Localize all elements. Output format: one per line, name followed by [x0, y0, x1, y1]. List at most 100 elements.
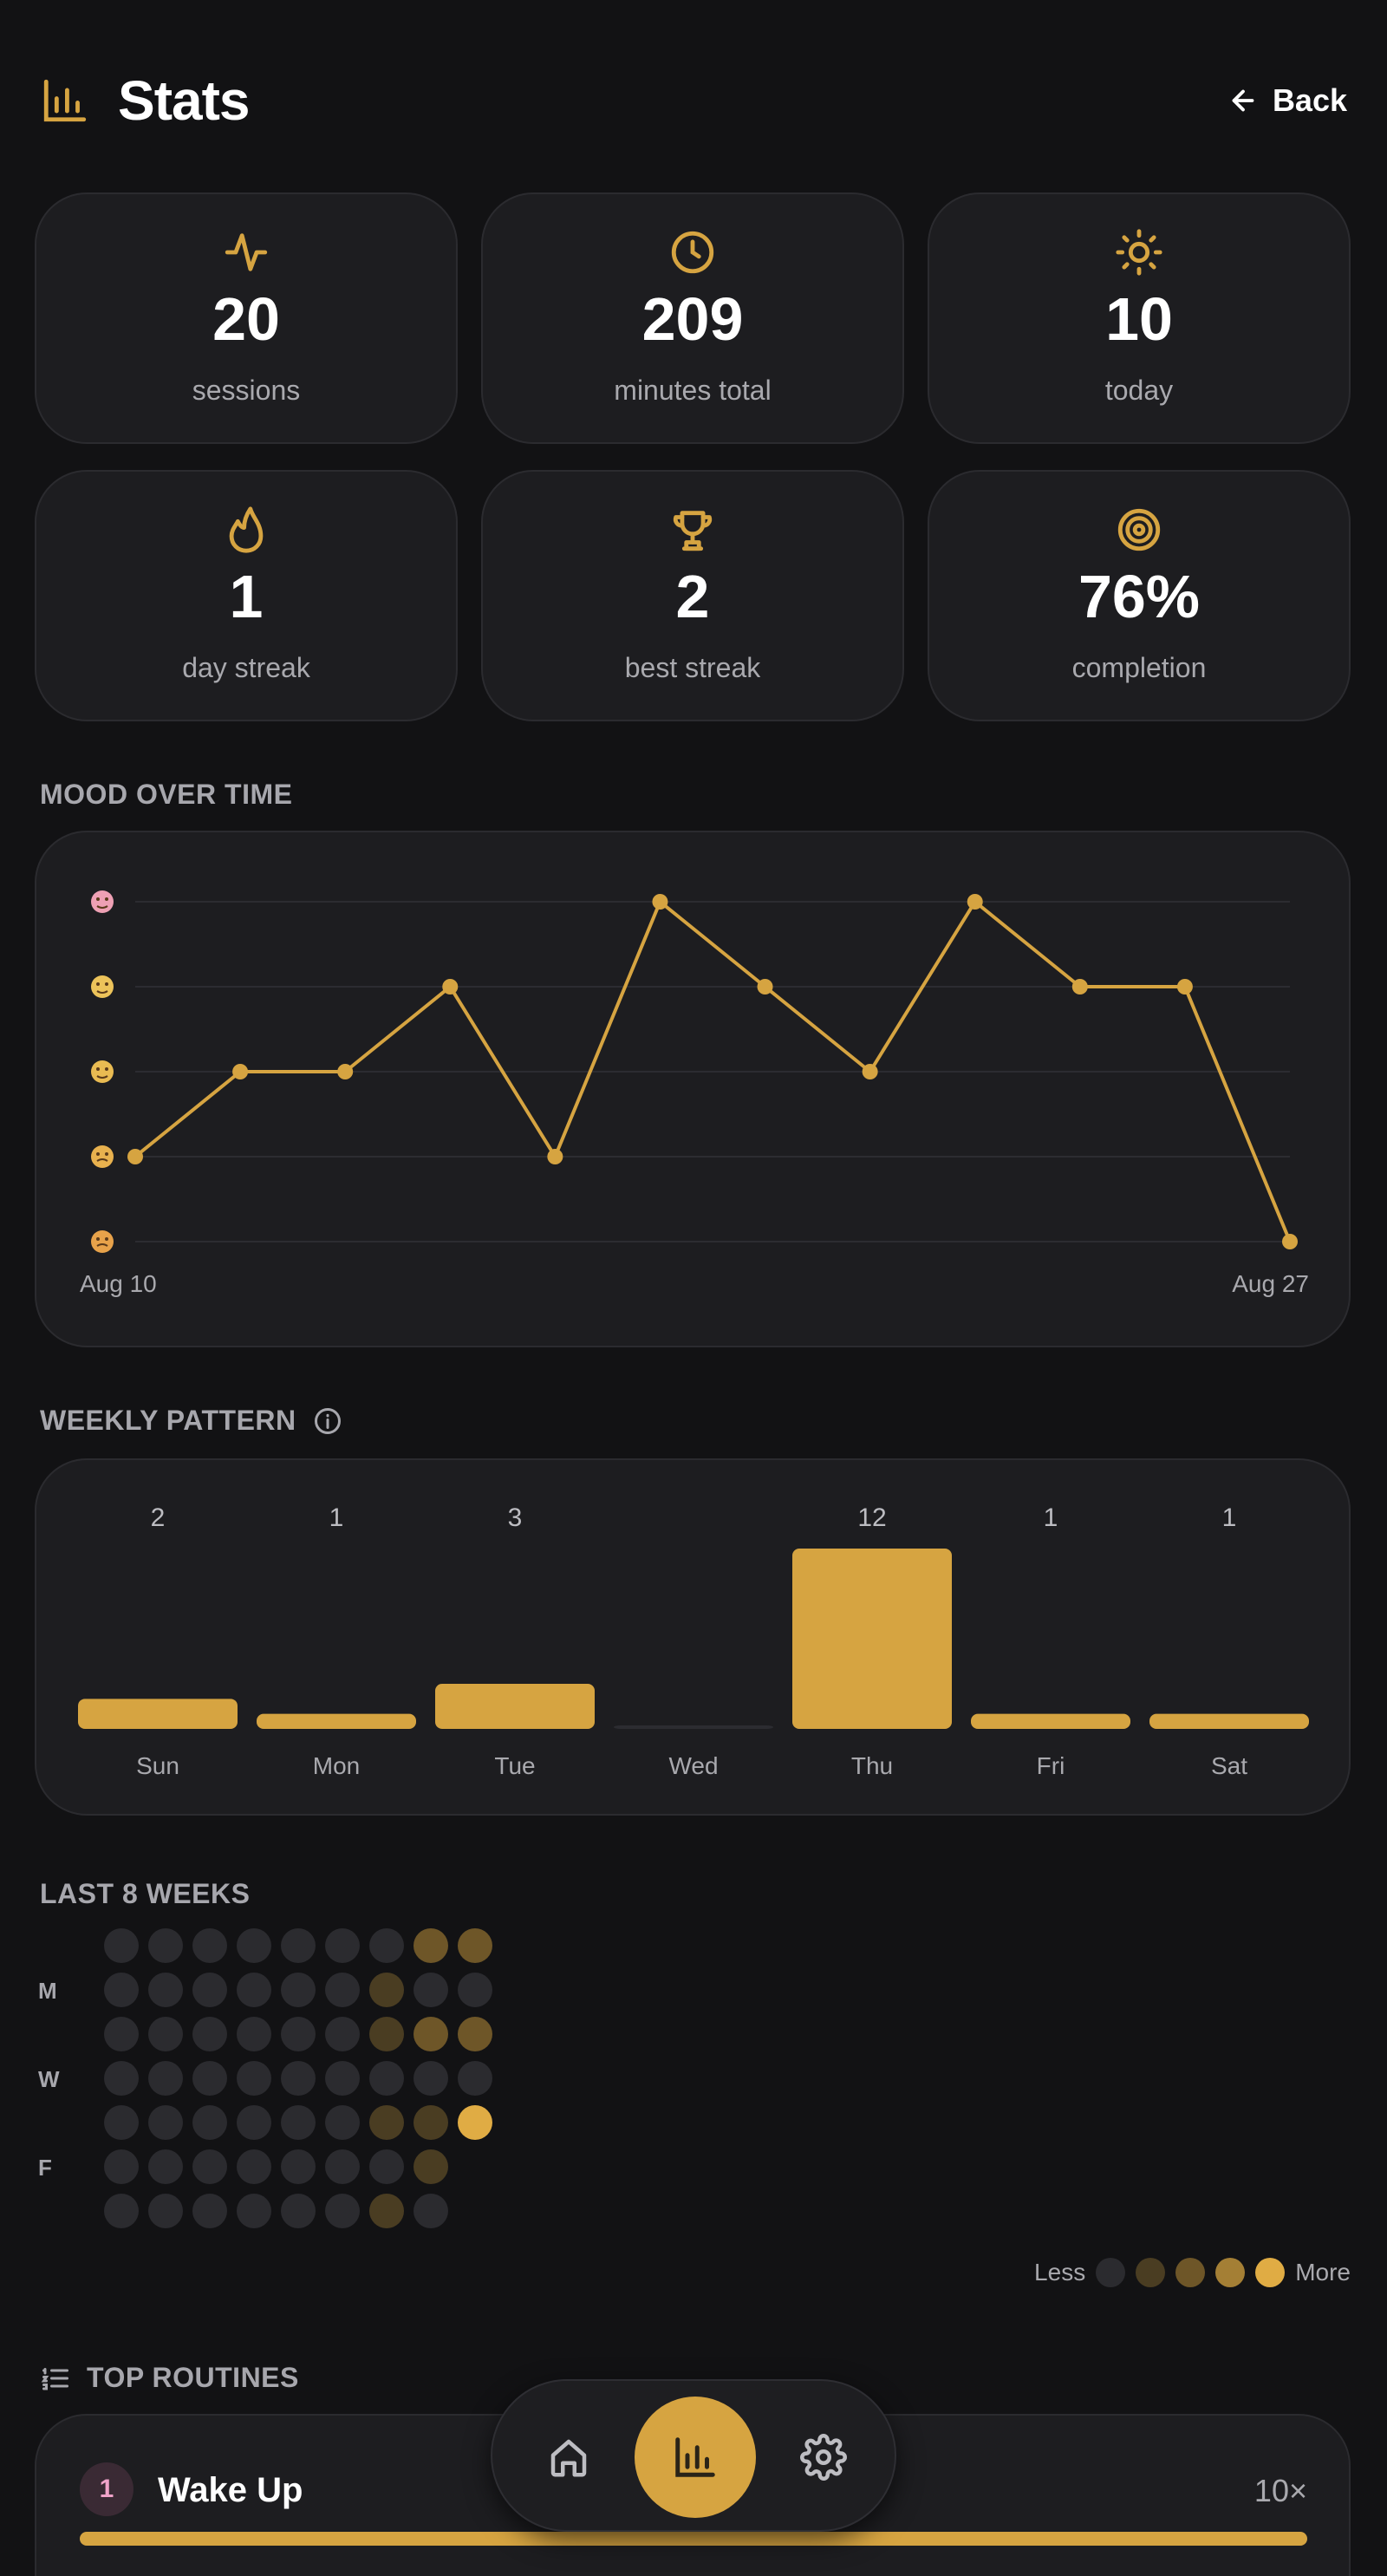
heatmap-cell	[458, 1973, 492, 2007]
heatmap-title-text: LAST 8 WEEKS	[40, 1878, 251, 1909]
heatmap-cell	[237, 2194, 271, 2228]
heatmap-cell	[237, 2105, 271, 2140]
legend-dot	[1136, 2258, 1166, 2287]
heatmap-cell	[413, 2105, 448, 2140]
weekly-value-label: 1	[1222, 1503, 1237, 1532]
page-title: Stats	[118, 69, 250, 132]
heatmap-cell	[104, 2017, 139, 2051]
back-button[interactable]: Back	[1227, 73, 1347, 128]
mood-level-face-icon	[91, 975, 114, 998]
stat-card-minutes: 209 minutes total	[481, 192, 904, 444]
heatmap-cell	[369, 2017, 404, 2051]
heatmap-cell	[458, 2105, 492, 2140]
weekly-bar	[971, 1713, 1130, 1729]
info-icon[interactable]	[312, 1405, 343, 1437]
mood-point	[967, 894, 983, 910]
stat-card-day-streak: 1 day streak	[35, 470, 458, 721]
heatmap-row-label: F	[38, 2155, 52, 2181]
weekly-bar	[257, 1713, 416, 1729]
stat-value: 20	[212, 285, 280, 353]
heatmap-cell	[192, 2061, 227, 2096]
stat-label: minutes total	[614, 375, 772, 406]
heatmap-cell	[413, 2194, 448, 2228]
routine-rank-badge: 1	[80, 2462, 133, 2516]
mood-level-face-icon	[91, 1060, 114, 1083]
heatmap-cell	[458, 2061, 492, 2096]
heatmap-cell	[237, 2061, 271, 2096]
stat-value: 2	[675, 563, 710, 630]
heatmap-cell	[281, 2105, 316, 2140]
heatmap-cell	[369, 1928, 404, 1963]
heatmap-cell	[369, 2061, 404, 2096]
stat-label: sessions	[192, 375, 301, 406]
bottom-nav	[491, 2379, 896, 2532]
mood-point	[1176, 979, 1193, 995]
heatmap-row-label: W	[38, 2066, 60, 2092]
settings-icon	[800, 2434, 847, 2481]
mood-point	[232, 1064, 249, 1079]
mood-point	[757, 979, 773, 995]
mood-title-text: MOOD OVER TIME	[40, 779, 293, 810]
heatmap-cell	[104, 2061, 139, 2096]
mood-section-title: MOOD OVER TIME	[40, 779, 292, 811]
heatmap-cell	[413, 2061, 448, 2096]
heatmap-row-label: M	[38, 1978, 57, 2004]
weekly-day-label: Sat	[1211, 1752, 1247, 1779]
weekly-day-label: Wed	[668, 1752, 718, 1779]
mood-point	[127, 1149, 143, 1164]
mood-point	[337, 1064, 354, 1079]
weekly-bar	[792, 1549, 952, 1729]
weekly-day-label: Tue	[494, 1752, 535, 1779]
heatmap-cell	[325, 1973, 360, 2007]
routine-name: Wake Up	[158, 2471, 303, 2509]
nav-settings-button[interactable]	[772, 2405, 876, 2509]
weekly-bar	[435, 1684, 595, 1729]
nav-stats-button[interactable]	[635, 2397, 756, 2518]
heatmap-cell	[104, 2105, 139, 2140]
legend-dot	[1255, 2258, 1286, 2287]
flame-icon	[229, 506, 264, 553]
home-icon	[550, 2439, 587, 2477]
stat-card-completion: 76% completion	[928, 470, 1351, 721]
weekly-chart-card: 2 Sun 1 Mon 3 Tue Wed 12 Thu 1 Fri 1 Sat	[35, 1458, 1351, 1816]
heatmap-cell	[369, 2105, 404, 2140]
trophy-icon	[673, 511, 713, 551]
nav-home-button[interactable]	[517, 2405, 621, 2509]
stat-card-today: 10 today	[928, 192, 1351, 444]
heatmap-cell	[281, 1973, 316, 2007]
mood-chart-card: Aug 10 Aug 27	[35, 831, 1351, 1347]
mood-series-line	[133, 900, 1292, 1242]
stat-value: 1	[229, 563, 264, 630]
heatmap-cell	[281, 2194, 316, 2228]
weekly-bar	[78, 1699, 238, 1729]
routines-section-title: TOP ROUTINES	[40, 2362, 299, 2394]
stat-label: best streak	[624, 652, 761, 683]
stat-label: completion	[1071, 652, 1207, 683]
weekly-day-label: Thu	[851, 1752, 893, 1779]
heatmap-cell	[148, 2149, 183, 2184]
stat-value: 10	[1105, 285, 1173, 353]
heatmap-cell	[458, 2017, 492, 2051]
heatmap-cell	[148, 2194, 183, 2228]
bar-chart-icon	[43, 79, 87, 122]
mood-level-face-icon	[91, 890, 114, 913]
stat-card-best-streak: 2 best streak	[481, 470, 904, 721]
heatmap-cell	[413, 1973, 448, 2007]
stat-label: day streak	[182, 652, 310, 683]
activity-icon	[225, 233, 268, 271]
stat-value: 76%	[1078, 563, 1201, 630]
mood-chart: Aug 10 Aug 27	[80, 890, 1309, 1297]
heatmap-cell	[413, 2149, 448, 2184]
legend-dot	[1096, 2258, 1126, 2287]
heatmap-cell	[369, 2194, 404, 2228]
mood-point	[862, 1064, 878, 1079]
stats-grid: 20 sessions 209 minutes total 10 today 1…	[35, 192, 1351, 721]
header: Stats Back	[40, 66, 1347, 135]
legend-dot	[1215, 2258, 1246, 2287]
heatmap-cell	[325, 2105, 360, 2140]
heatmap-cell	[325, 2061, 360, 2096]
weekly-value-label: 1	[329, 1503, 344, 1532]
mood-x-start-label: Aug 10	[80, 1270, 157, 1297]
heatmap-cell	[148, 2061, 183, 2096]
routine-progress-track	[80, 2532, 1307, 2546]
